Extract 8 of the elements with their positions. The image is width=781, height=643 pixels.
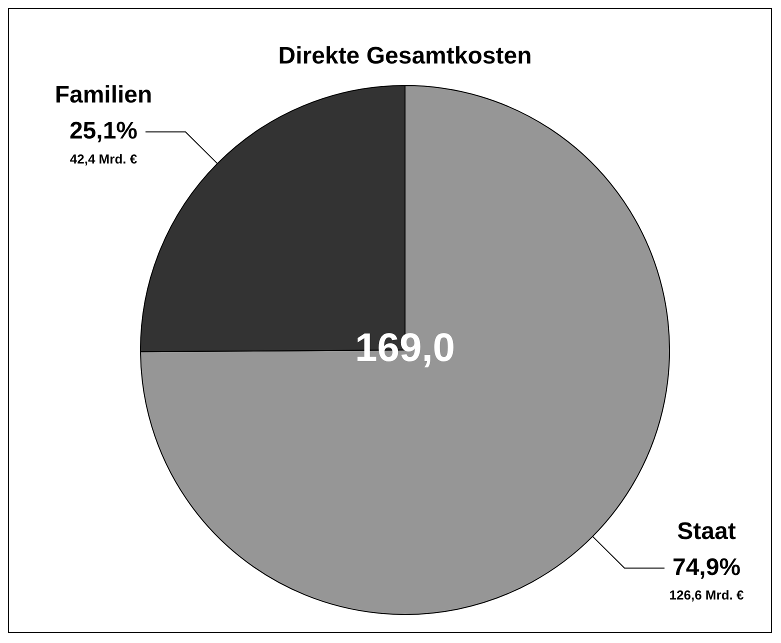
- chart-title: Direkte Gesamtkosten: [278, 42, 532, 70]
- slice-label: Staat: [677, 518, 736, 545]
- text: 42,4 Mrd. €: [70, 151, 138, 166]
- data-label: 74,9%: [672, 554, 741, 581]
- text: 126,6 Mrd. €: [669, 588, 744, 603]
- data-label: 25,1%: [69, 117, 138, 144]
- slice-label: Familien: [54, 81, 152, 108]
- text: 169,0: [354, 326, 456, 370]
